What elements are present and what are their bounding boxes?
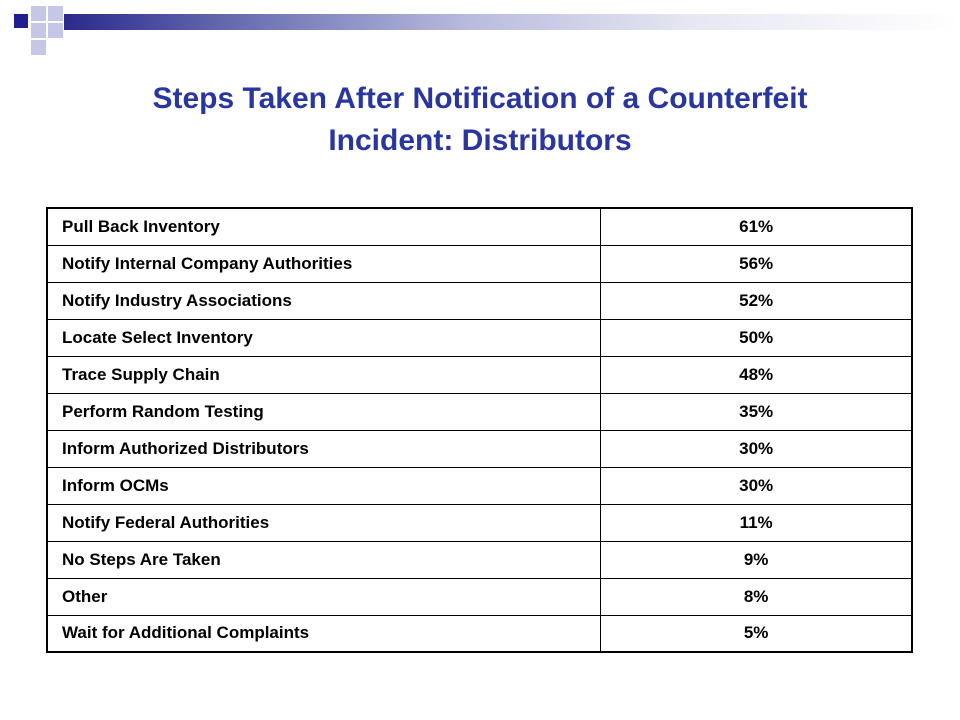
slide-title-line2: Incident: Distributors (328, 124, 632, 157)
decor-square-light (31, 23, 46, 38)
steps-table-body: Pull Back Inventory 61% Notify Internal Co… (46, 207, 913, 653)
row-label: No Steps Are Taken (46, 540, 602, 579)
row-label: Inform OCMs (46, 466, 602, 505)
steps-table: Pull Back Inventory 61% Notify Internal Co… (46, 207, 913, 653)
table-row: Notify Internal Company Authorities 56% (46, 244, 913, 283)
table-row: Pull Back Inventory 61% (46, 207, 913, 246)
table-row: Inform Authorized Distributors 30% (46, 429, 913, 468)
row-value: 35% (600, 392, 913, 431)
row-value: 50% (600, 318, 913, 357)
row-label: Trace Supply Chain (46, 355, 602, 394)
table-row: Other 8% (46, 577, 913, 616)
row-value: 11% (600, 503, 913, 542)
row-value: 56% (600, 244, 913, 283)
row-label: Notify Federal Authorities (46, 503, 602, 542)
row-label: Pull Back Inventory (46, 207, 602, 246)
row-label: Notify Internal Company Authorities (46, 244, 602, 283)
decor-square-light (31, 40, 46, 55)
row-value: 48% (600, 355, 913, 394)
row-value: 8% (600, 577, 913, 616)
table-row: Inform OCMs 30% (46, 466, 913, 505)
header-gradient-bar (64, 14, 960, 30)
row-label: Other (46, 577, 602, 616)
table-row: Trace Supply Chain 48% (46, 355, 913, 394)
table-row: Notify Federal Authorities 11% (46, 503, 913, 542)
row-label: Notify Industry Associations (46, 281, 602, 320)
table-row: Locate Select Inventory 50% (46, 318, 913, 357)
row-label: Perform Random Testing (46, 392, 602, 431)
table-row: Wait for Additional Complaints 5% (46, 614, 913, 653)
row-label: Wait for Additional Complaints (46, 614, 602, 653)
row-value: 5% (600, 614, 913, 653)
row-value: 9% (600, 540, 913, 579)
table-row: Notify Industry Associations 52% (46, 281, 913, 320)
decor-square-light (48, 23, 63, 38)
row-value: 61% (600, 207, 913, 246)
decor-square-dark (14, 14, 28, 28)
row-value: 52% (600, 281, 913, 320)
row-value: 30% (600, 429, 913, 468)
slide-title: Steps Taken After Notification of a Coun… (40, 78, 920, 162)
table-row: Perform Random Testing 35% (46, 392, 913, 431)
row-value: 30% (600, 466, 913, 505)
table-row: No Steps Are Taken 9% (46, 540, 913, 579)
decor-square-light (48, 6, 63, 21)
row-label: Inform Authorized Distributors (46, 429, 602, 468)
row-label: Locate Select Inventory (46, 318, 602, 357)
slide-title-line1: Steps Taken After Notification of a Coun… (152, 82, 808, 115)
decor-square-light (31, 6, 46, 21)
